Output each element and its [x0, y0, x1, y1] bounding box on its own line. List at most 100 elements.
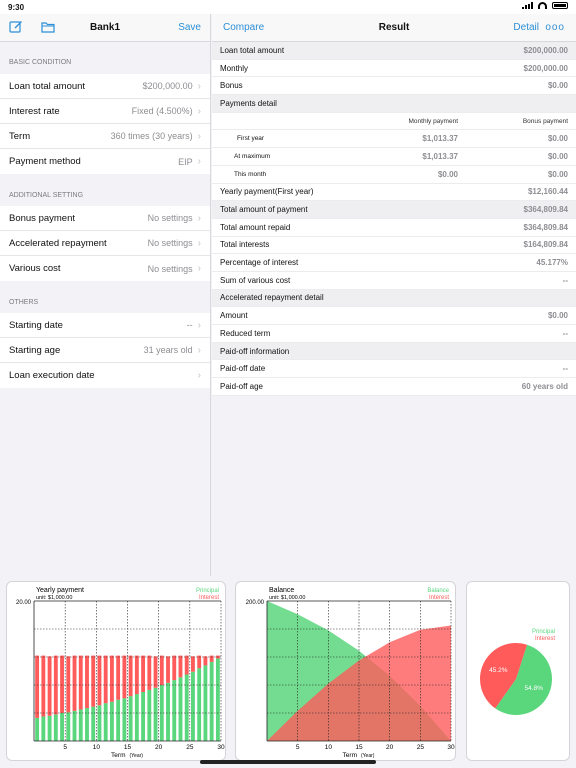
x-tick-label: 10: [325, 744, 333, 751]
section-header: OTHERS: [9, 299, 39, 306]
ratio-card[interactable]: Principal Interest 54.8% 45.2%: [466, 581, 570, 761]
x-tick-label: 25: [186, 744, 194, 751]
result-value: 45.177%: [536, 258, 568, 268]
setting-row[interactable]: Loan execution date ›: [0, 363, 210, 388]
result-row: Total interests $164,809.84: [212, 236, 576, 255]
result-value: $12,160.44: [527, 187, 568, 197]
pie-slice-principal: [495, 644, 552, 715]
chevron-right-icon: ›: [197, 130, 201, 142]
setting-row[interactable]: Loan total amount $200,000.00 ›: [0, 74, 210, 99]
setting-row[interactable]: Starting date -- ›: [0, 313, 210, 338]
yearly-payment-card[interactable]: 20.00 Yearly payment unit: $1,000.00 Princi…: [6, 581, 226, 761]
edit-icon[interactable]: [9, 20, 23, 33]
bar-interest: [209, 655, 214, 662]
legend-interest: Interest: [535, 636, 555, 642]
bar-principal: [66, 712, 71, 741]
x-axis-unit: (Year): [130, 753, 144, 759]
bar-principal: [159, 685, 164, 741]
more-icon[interactable]: ooo: [545, 22, 565, 33]
setting-row[interactable]: Term 360 times (30 years) ›: [0, 124, 210, 149]
setting-value: --: [186, 320, 193, 330]
bar-interest: [134, 655, 139, 695]
bar-interest: [41, 655, 46, 717]
setting-label: Payment method: [9, 156, 81, 167]
setting-value: Fixed (4.500%): [131, 106, 193, 116]
result-label: Paid-off date: [220, 364, 266, 374]
section-title: Accelerated repayment detail: [220, 293, 324, 303]
result-row: Paid-off age 60 years old: [212, 378, 576, 396]
bar-principal: [47, 715, 52, 741]
bar-interest: [141, 655, 146, 692]
result-section-header: Payments detail: [212, 95, 576, 113]
bar-interest: [197, 655, 202, 669]
bar-principal: [116, 699, 121, 741]
setting-label: Bonus payment: [9, 212, 76, 224]
result-value: $364,809.84: [523, 222, 569, 232]
settings-group: Starting date -- › Starting age 31 years old…: [0, 313, 210, 388]
result-row: Monthly $200,000.00: [212, 59, 576, 78]
folder-icon[interactable]: [41, 20, 55, 33]
left-navbar: Bank1 Save: [0, 14, 210, 42]
status-icons: [522, 2, 568, 9]
bar-principal: [134, 694, 139, 741]
setting-value: 360 times (30 years): [110, 131, 193, 141]
bar-interest: [172, 655, 177, 681]
x-tick-label: 15: [355, 744, 363, 751]
bar-interest: [109, 655, 114, 702]
chart-unit: unit: $1,000.00: [269, 595, 305, 601]
pie-slice-interest: [480, 643, 528, 709]
bar-interest: [91, 655, 96, 707]
result-row: Total amount of payment $364,809.84: [212, 201, 576, 219]
x-tick-label: 15: [124, 744, 132, 751]
bar-interest: [35, 655, 40, 718]
y-max-label: 20.00: [16, 600, 32, 606]
setting-row[interactable]: Bonus payment No settings ›: [0, 206, 210, 231]
bar-interest: [147, 655, 152, 690]
chevron-right-icon: ›: [197, 319, 201, 331]
setting-row[interactable]: Starting age 31 years old ›: [0, 338, 210, 363]
bar-interest: [72, 655, 77, 711]
settings-list: BASIC CONDITION Loan total amount $200,000…: [0, 42, 210, 388]
setting-row[interactable]: Various cost No settings ›: [0, 256, 210, 281]
legend-series-1: Principal: [196, 588, 219, 594]
chevron-right-icon: ›: [197, 105, 201, 117]
chevron-right-icon: ›: [197, 80, 201, 92]
result-label: Total amount of payment: [220, 205, 308, 215]
signal-icon: [522, 2, 533, 9]
monthly-payment-value: $0.00: [437, 169, 458, 179]
result-row: Amount $0.00: [212, 307, 576, 325]
result-value: $200,000.00: [523, 45, 569, 55]
result-label: Percentage of interest: [220, 258, 299, 268]
home-indicator: [200, 760, 376, 764]
save-button[interactable]: Save: [178, 22, 201, 33]
chevron-right-icon: ›: [197, 344, 201, 356]
bar-principal: [78, 709, 83, 741]
result-title: Result: [378, 22, 410, 33]
setting-value: No settings: [147, 213, 193, 223]
payment-detail-row: At maximum $1,013.37 $0.00: [212, 148, 576, 166]
chevron-right-icon: ›: [197, 156, 201, 167]
bar-principal: [53, 714, 58, 741]
setting-label: Loan total amount: [9, 80, 86, 92]
detail-button[interactable]: Detail: [513, 22, 539, 33]
bar-principal: [72, 710, 77, 741]
setting-row[interactable]: Accelerated repayment No settings ›: [0, 231, 210, 256]
balance-card[interactable]: 200.00 Balance unit: $1,000.00 Balance Inter…: [235, 581, 456, 761]
x-axis-label: Term: [111, 752, 125, 759]
bar-principal: [103, 703, 108, 741]
setting-label: Accelerated repayment: [9, 237, 107, 249]
bar-interest: [47, 656, 52, 716]
bar-principal: [85, 708, 89, 741]
compare-button[interactable]: Compare: [223, 22, 265, 33]
setting-row[interactable]: Interest rate Fixed (4.500%) ›: [0, 99, 210, 124]
bar-interest: [103, 655, 108, 704]
result-table: Loan total amount $200,000.00 Monthly $200,…: [212, 42, 576, 396]
bar-principal: [197, 668, 202, 741]
column-monthly: Monthly payment: [408, 117, 459, 125]
bar-interest: [66, 656, 71, 713]
bar-principal: [122, 698, 127, 741]
bar-principal: [60, 713, 64, 741]
setting-row[interactable]: Payment method EIP ›: [0, 149, 210, 174]
